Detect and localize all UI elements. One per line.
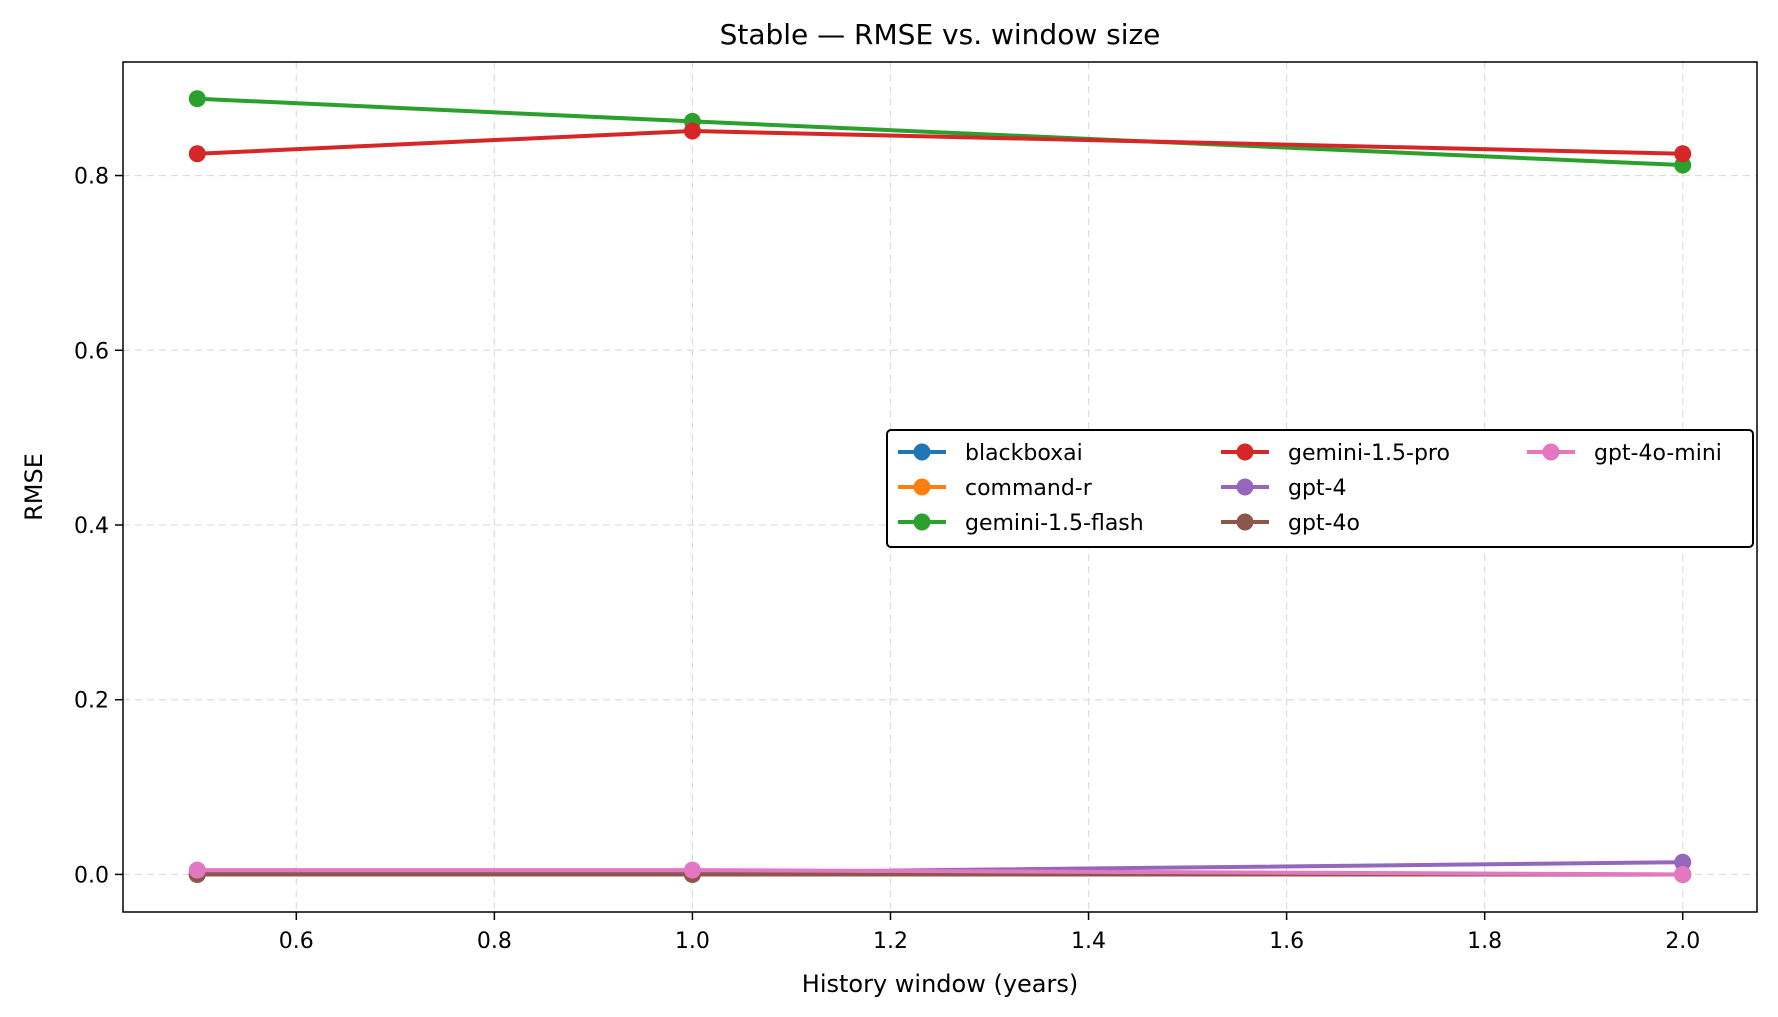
y-tick-label: 0.2 <box>74 689 109 714</box>
legend-label: blackboxai <box>965 441 1083 466</box>
legend-item: gpt-4o <box>1221 511 1360 536</box>
x-axis-title: History window (years) <box>802 970 1078 998</box>
data-point <box>1674 853 1692 871</box>
legend-label: command-r <box>965 476 1093 501</box>
legend-label: gpt-4 <box>1288 476 1347 501</box>
x-tick-label: 0.8 <box>477 929 512 954</box>
axis-ticks: 0.6 0.8 1.0 1.2 1.4 1.6 1.8 2.0 0.0 0.2 0.4 0.6 0.8 <box>74 165 1700 954</box>
y-axis-title: RMSE <box>20 453 48 521</box>
y-tick-label: 0.6 <box>74 339 109 364</box>
y-tick-label: 0.0 <box>74 863 109 888</box>
legend-item: gpt-4 <box>1221 476 1347 501</box>
x-tick-label: 1.8 <box>1467 929 1502 954</box>
legend-item: blackboxai <box>898 441 1083 466</box>
data-point <box>188 90 206 108</box>
legend-item: gemini-1.5-flash <box>898 511 1144 536</box>
legend-box <box>886 429 1754 548</box>
data-point <box>1674 145 1692 163</box>
y-tick-label: 0.8 <box>74 165 109 190</box>
data-point <box>188 861 206 879</box>
legend-item: gpt-4o-mini <box>1527 441 1722 466</box>
x-tick-label: 0.6 <box>279 929 314 954</box>
x-tick-label: 1.0 <box>675 929 710 954</box>
legend-item: command-r <box>898 476 1093 501</box>
chart-title: Stable — RMSE vs. window size <box>720 18 1161 51</box>
legend-marker <box>1236 443 1254 461</box>
series-gpt-4o-mini <box>188 861 1692 883</box>
legend-label: gemini-1.5-flash <box>965 511 1144 536</box>
x-tick-label: 2.0 <box>1665 929 1700 954</box>
x-tick-label: 1.6 <box>1269 929 1304 954</box>
legend-marker <box>1236 513 1254 531</box>
data-point <box>188 145 206 163</box>
legend-marker <box>1236 478 1254 496</box>
legend-marker <box>1542 443 1560 461</box>
legend-label: gemini-1.5-pro <box>1288 441 1450 466</box>
x-tick-label: 1.2 <box>873 929 908 954</box>
legend-marker <box>913 443 931 461</box>
legend-label: gpt-4o <box>1288 511 1360 536</box>
series-layer <box>188 90 1692 883</box>
plot-frame <box>122 61 1758 913</box>
legend-marker <box>913 478 931 496</box>
x-tick-label: 1.4 <box>1071 929 1106 954</box>
data-point <box>683 122 701 140</box>
data-point <box>1674 865 1692 883</box>
data-point <box>683 861 701 879</box>
legend-label: gpt-4o-mini <box>1594 441 1722 466</box>
legend-item: gemini-1.5-pro <box>1221 441 1450 466</box>
legend-marker <box>913 513 931 531</box>
y-tick-label: 0.4 <box>74 514 109 539</box>
legend: blackboxai command-r gemini-1.5-flash gemin… <box>886 429 1754 548</box>
series-gemini-1.5-pro <box>188 122 1692 163</box>
